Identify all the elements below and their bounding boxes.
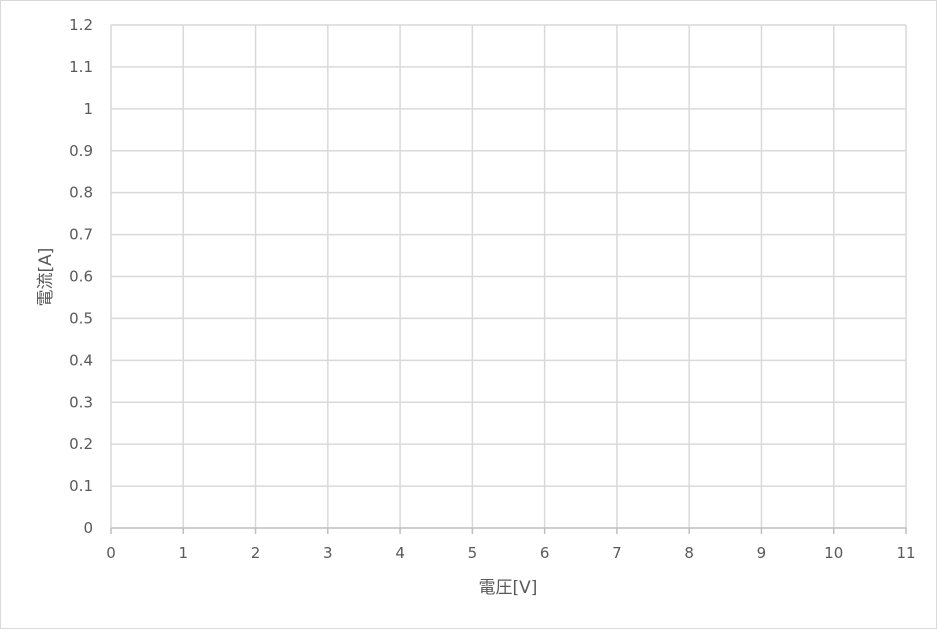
y-tick-label: 0.2 xyxy=(69,435,93,453)
x-tick-label: 4 xyxy=(395,544,405,562)
y-tick-label: 0.4 xyxy=(69,351,93,369)
y-tick-label: 1.1 xyxy=(69,58,93,76)
y-tick-label: 0.5 xyxy=(69,309,93,327)
y-tick-label: 0 xyxy=(83,519,93,537)
y-tick-label: 1.2 xyxy=(69,16,93,34)
x-axis-title: 電圧[V] xyxy=(479,578,538,598)
x-tick-label: 0 xyxy=(106,544,116,562)
y-tick-label: 0.3 xyxy=(69,393,93,411)
x-tick-label: 8 xyxy=(684,544,694,562)
y-tick-label: 0.7 xyxy=(69,226,93,244)
horizontal-gridlines xyxy=(111,24,906,487)
x-tick-label: 11 xyxy=(896,544,915,562)
x-tick-label: 5 xyxy=(468,544,478,562)
x-tick-label: 3 xyxy=(323,544,333,562)
x-tick-label: 2 xyxy=(251,544,261,562)
y-tick-label: 0.6 xyxy=(69,268,93,286)
x-tick-labels: 0 1 2 3 4 5 6 7 8 9 10 11 xyxy=(106,544,915,562)
axes xyxy=(110,25,907,534)
y-tick-label: 0.8 xyxy=(69,184,93,202)
y-axis-title: 電流[A] xyxy=(36,248,56,307)
y-tick-label: 1 xyxy=(83,100,93,118)
x-tick-label: 6 xyxy=(540,544,550,562)
x-tick-label: 10 xyxy=(824,544,843,562)
x-tick-label: 1 xyxy=(178,544,188,562)
x-tick-label: 9 xyxy=(757,544,767,562)
x-tick-label: 7 xyxy=(612,544,622,562)
y-tick-label: 0.9 xyxy=(69,142,93,160)
y-tick-label: 0.1 xyxy=(69,477,93,495)
y-tick-labels: 0 0.1 0.2 0.3 0.4 0.5 0.6 0.7 0.8 0.9 1 1.1 1.2 xyxy=(69,16,93,537)
